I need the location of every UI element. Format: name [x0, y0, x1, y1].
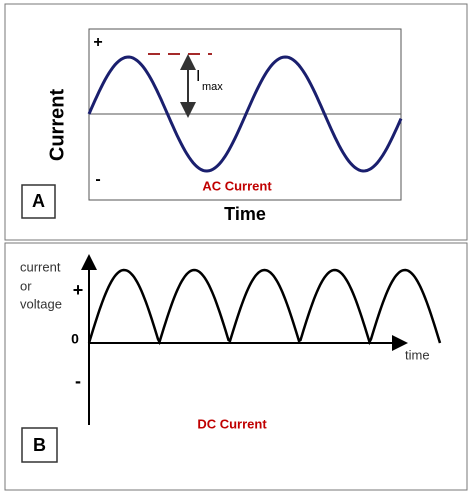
peak-subscript: max	[202, 81, 223, 93]
ac-wave	[87, 55, 403, 173]
dc-wave	[87, 268, 442, 346]
badge: B	[33, 435, 46, 455]
badge-box	[21, 184, 56, 219]
x-label: Time	[224, 204, 266, 224]
badge: A	[32, 191, 45, 211]
x-label: time	[405, 347, 430, 362]
minus-sign: -	[95, 171, 100, 188]
caption: DC Current	[197, 416, 267, 431]
y-label-line: current	[20, 259, 61, 274]
y-label: Current	[46, 89, 68, 162]
y-label-line: voltage	[20, 296, 62, 311]
caption: AC Current	[202, 178, 272, 193]
y-label-line: or	[20, 278, 32, 293]
minus-sign: -	[75, 371, 81, 391]
zero-label: 0	[71, 331, 79, 347]
plus-sign: +	[73, 280, 84, 300]
peak-label: I	[196, 68, 200, 85]
badge-box	[21, 427, 58, 463]
plus-sign: +	[93, 34, 102, 51]
